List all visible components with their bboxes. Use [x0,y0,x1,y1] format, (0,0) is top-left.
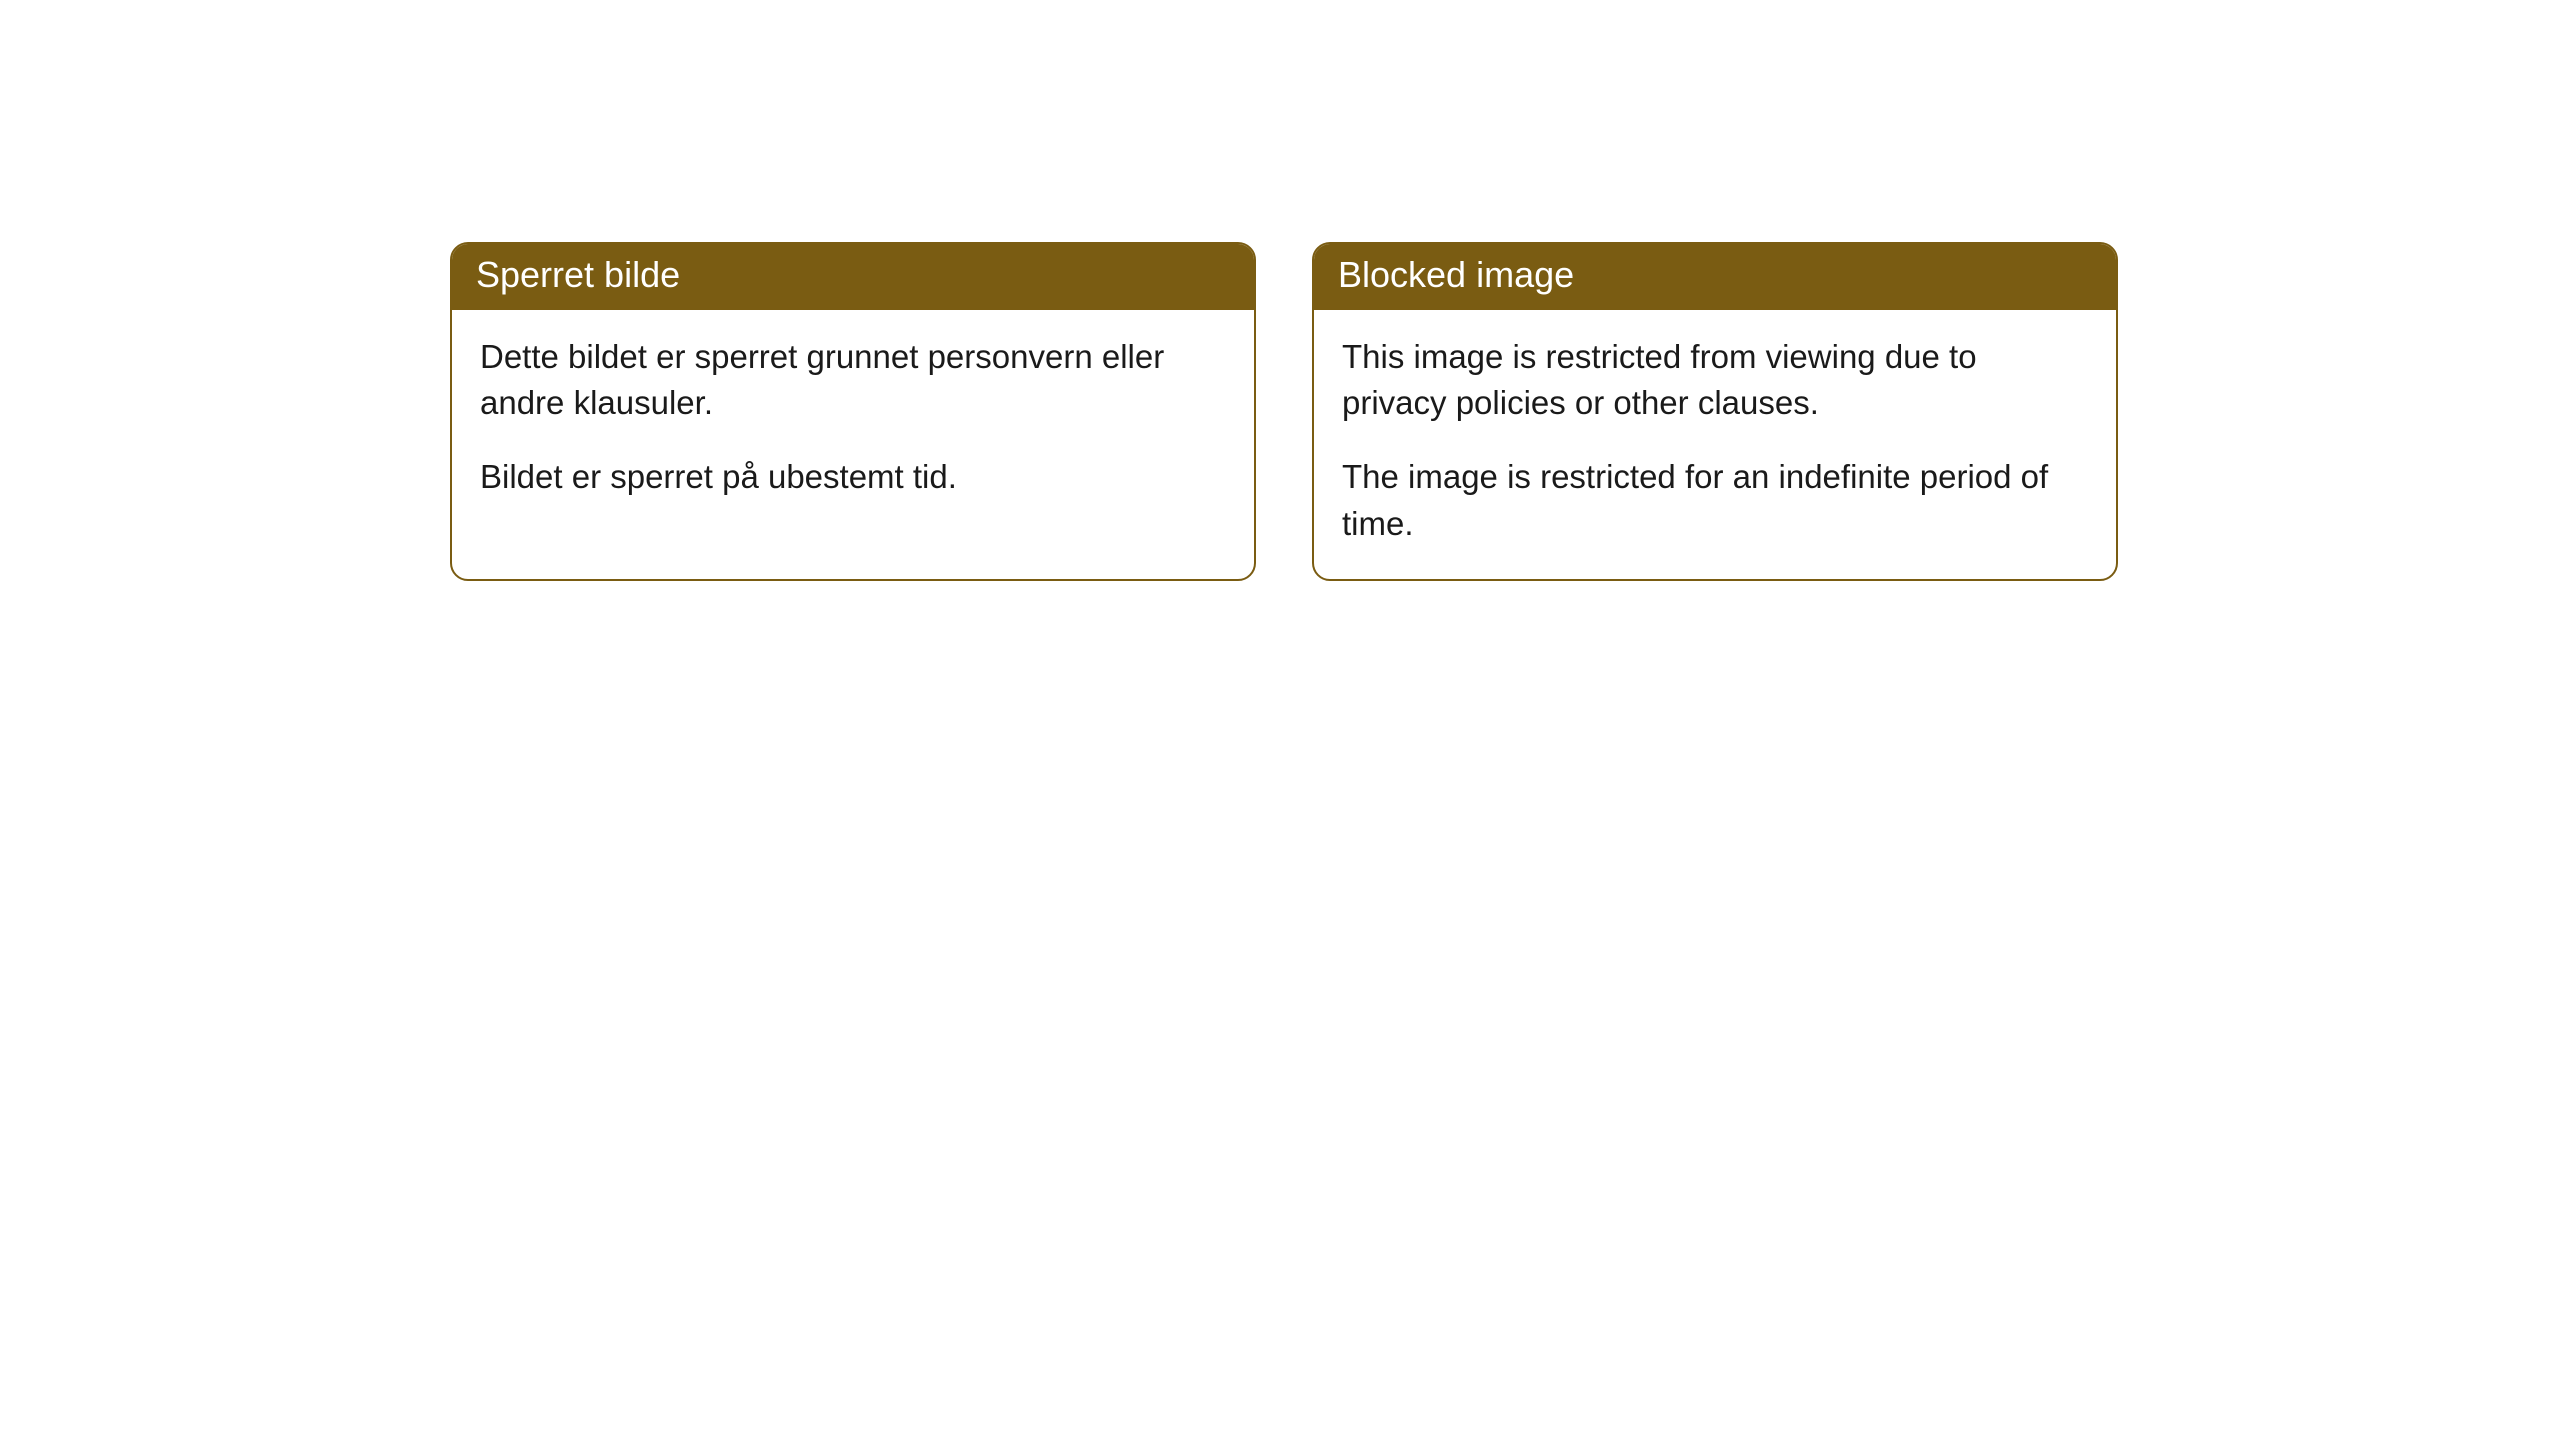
card-header-en: Blocked image [1314,244,2116,310]
card-text-no-1: Dette bildet er sperret grunnet personve… [480,334,1226,426]
blocked-image-card-en: Blocked image This image is restricted f… [1312,242,2118,581]
blocked-image-card-no: Sperret bilde Dette bildet er sperret gr… [450,242,1256,581]
card-text-en-2: The image is restricted for an indefinit… [1342,454,2088,546]
card-header-no: Sperret bilde [452,244,1254,310]
card-text-en-1: This image is restricted from viewing du… [1342,334,2088,426]
card-text-no-2: Bildet er sperret på ubestemt tid. [480,454,1226,500]
card-body-no: Dette bildet er sperret grunnet personve… [452,310,1254,533]
card-body-en: This image is restricted from viewing du… [1314,310,2116,579]
cards-container: Sperret bilde Dette bildet er sperret gr… [450,242,2118,581]
